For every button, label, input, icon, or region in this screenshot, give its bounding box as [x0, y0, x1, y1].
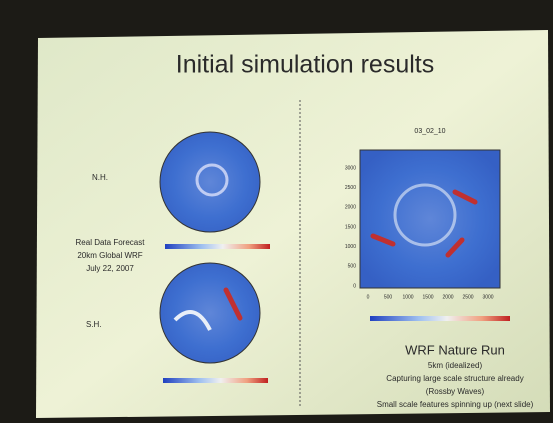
x-tick-label: 1500 — [422, 294, 433, 300]
caption-line: 5km (idealized) — [428, 361, 483, 370]
y-tick-label: 2000 — [345, 205, 356, 211]
colorbar — [370, 316, 510, 321]
forecast-line: July 22, 2007 — [86, 264, 134, 273]
y-tick-label: 0 — [353, 283, 356, 289]
slide-title: Initial simulation results — [176, 51, 434, 79]
x-tick-label: 2000 — [442, 294, 453, 300]
y-tick-label: 3000 — [345, 165, 356, 171]
sh-label: S.H. — [86, 320, 102, 329]
nature-run-plot — [360, 150, 500, 288]
y-tick-label: 1500 — [345, 224, 356, 230]
sh-map — [160, 263, 260, 363]
caption-line: Small scale features spinning up (next s… — [377, 400, 534, 409]
caption-line: Capturing large scale structure already — [386, 374, 523, 383]
nh-label: N.H. — [92, 173, 108, 182]
colorbar — [165, 244, 270, 249]
photo: Initial simulation results N.H. Real Dat… — [0, 0, 553, 423]
caption-line: (Rossby Waves) — [426, 387, 485, 396]
x-tick-label: 0 — [367, 294, 370, 300]
colorbar — [163, 378, 268, 383]
nh-map — [160, 132, 260, 232]
y-tick-label: 1000 — [345, 244, 356, 250]
x-tick-label: 3000 — [482, 294, 493, 300]
y-tick-label: 500 — [348, 264, 357, 270]
x-tick-label: 500 — [384, 294, 393, 300]
x-tick-label: 1000 — [402, 294, 413, 300]
x-tick-label: 2500 — [462, 294, 473, 300]
y-tick-label: 2500 — [345, 185, 356, 191]
forecast-line: 20km Global WRF — [77, 251, 142, 260]
forecast-line: Real Data Forecast — [76, 238, 146, 247]
plot-title: 03_02_10 — [414, 128, 445, 135]
caption-title: WRF Nature Run — [405, 342, 505, 357]
